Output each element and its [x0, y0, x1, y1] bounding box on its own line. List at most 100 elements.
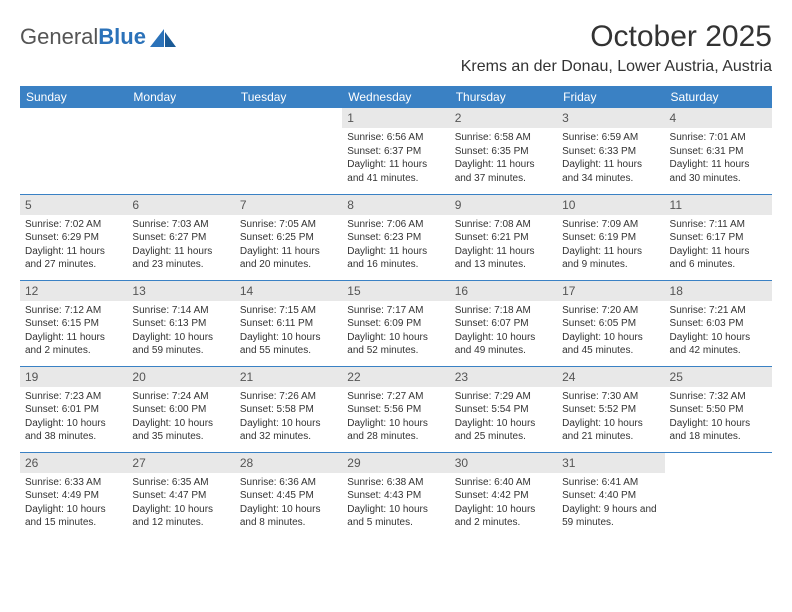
sunset-text: Sunset: 6:03 PM: [670, 317, 767, 331]
weekday-header: Friday: [557, 86, 664, 108]
weekday-header: Sunday: [20, 86, 127, 108]
calendar-body: 1Sunrise: 6:56 AMSunset: 6:37 PMDaylight…: [20, 108, 772, 538]
sunset-text: Sunset: 6:29 PM: [25, 231, 122, 245]
logo-text-blue: Blue: [98, 24, 146, 49]
sunrise-text: Sunrise: 7:18 AM: [455, 304, 552, 318]
sunset-text: Sunset: 6:23 PM: [347, 231, 444, 245]
calendar-day-cell: 10Sunrise: 7:09 AMSunset: 6:19 PMDayligh…: [557, 194, 664, 280]
weekday-header: Wednesday: [342, 86, 449, 108]
day-number: 3: [557, 108, 664, 128]
daylight-text: Daylight: 11 hours and 34 minutes.: [562, 158, 659, 185]
daylight-text: Daylight: 10 hours and 2 minutes.: [455, 503, 552, 530]
calendar-day-cell: 31Sunrise: 6:41 AMSunset: 4:40 PMDayligh…: [557, 452, 664, 538]
daylight-text: Daylight: 11 hours and 9 minutes.: [562, 245, 659, 272]
day-number: 5: [20, 195, 127, 215]
calendar-day-cell: 8Sunrise: 7:06 AMSunset: 6:23 PMDaylight…: [342, 194, 449, 280]
calendar-day-cell: 23Sunrise: 7:29 AMSunset: 5:54 PMDayligh…: [450, 366, 557, 452]
sunrise-text: Sunrise: 7:11 AM: [670, 218, 767, 232]
sunrise-text: Sunrise: 6:36 AM: [240, 476, 337, 490]
sunset-text: Sunset: 6:31 PM: [670, 145, 767, 159]
sunrise-text: Sunrise: 7:03 AM: [132, 218, 229, 232]
sunrise-text: Sunrise: 7:12 AM: [25, 304, 122, 318]
calendar-day-cell: 24Sunrise: 7:30 AMSunset: 5:52 PMDayligh…: [557, 366, 664, 452]
sunrise-text: Sunrise: 7:01 AM: [670, 131, 767, 145]
day-number: 20: [127, 367, 234, 387]
calendar-day-cell: 29Sunrise: 6:38 AMSunset: 4:43 PMDayligh…: [342, 452, 449, 538]
weekday-header: Saturday: [665, 86, 772, 108]
day-number: 28: [235, 453, 342, 473]
weekday-header: Thursday: [450, 86, 557, 108]
calendar-week-row: 1Sunrise: 6:56 AMSunset: 6:37 PMDaylight…: [20, 108, 772, 194]
sunset-text: Sunset: 6:15 PM: [25, 317, 122, 331]
day-number: 11: [665, 195, 772, 215]
sunset-text: Sunset: 6:35 PM: [455, 145, 552, 159]
day-number: 9: [450, 195, 557, 215]
calendar-day-cell: [127, 108, 234, 194]
calendar-day-cell: [20, 108, 127, 194]
sunset-text: Sunset: 4:47 PM: [132, 489, 229, 503]
daylight-text: Daylight: 10 hours and 8 minutes.: [240, 503, 337, 530]
calendar-day-cell: 17Sunrise: 7:20 AMSunset: 6:05 PMDayligh…: [557, 280, 664, 366]
sunrise-text: Sunrise: 7:15 AM: [240, 304, 337, 318]
sunrise-text: Sunrise: 7:08 AM: [455, 218, 552, 232]
sunrise-text: Sunrise: 7:17 AM: [347, 304, 444, 318]
day-number: 13: [127, 281, 234, 301]
calendar-day-cell: 7Sunrise: 7:05 AMSunset: 6:25 PMDaylight…: [235, 194, 342, 280]
day-number: 21: [235, 367, 342, 387]
day-number: 25: [665, 367, 772, 387]
sunset-text: Sunset: 6:05 PM: [562, 317, 659, 331]
day-number: 18: [665, 281, 772, 301]
sunrise-text: Sunrise: 6:33 AM: [25, 476, 122, 490]
sunset-text: Sunset: 5:58 PM: [240, 403, 337, 417]
day-number: 15: [342, 281, 449, 301]
sunrise-text: Sunrise: 7:14 AM: [132, 304, 229, 318]
sunset-text: Sunset: 6:13 PM: [132, 317, 229, 331]
calendar-day-cell: 30Sunrise: 6:40 AMSunset: 4:42 PMDayligh…: [450, 452, 557, 538]
sunset-text: Sunset: 4:40 PM: [562, 489, 659, 503]
daylight-text: Daylight: 11 hours and 30 minutes.: [670, 158, 767, 185]
calendar-table: SundayMondayTuesdayWednesdayThursdayFrid…: [20, 86, 772, 538]
sunrise-text: Sunrise: 7:27 AM: [347, 390, 444, 404]
daylight-text: Daylight: 10 hours and 45 minutes.: [562, 331, 659, 358]
calendar-day-cell: 22Sunrise: 7:27 AMSunset: 5:56 PMDayligh…: [342, 366, 449, 452]
day-number: 1: [342, 108, 449, 128]
sunset-text: Sunset: 4:42 PM: [455, 489, 552, 503]
sunrise-text: Sunrise: 7:09 AM: [562, 218, 659, 232]
sunset-text: Sunset: 6:07 PM: [455, 317, 552, 331]
calendar-day-cell: 14Sunrise: 7:15 AMSunset: 6:11 PMDayligh…: [235, 280, 342, 366]
sunrise-text: Sunrise: 6:35 AM: [132, 476, 229, 490]
month-title: October 2025: [461, 20, 772, 54]
sunset-text: Sunset: 5:50 PM: [670, 403, 767, 417]
day-number: 4: [665, 108, 772, 128]
sunrise-text: Sunrise: 6:59 AM: [562, 131, 659, 145]
calendar-header-row: SundayMondayTuesdayWednesdayThursdayFrid…: [20, 86, 772, 108]
sunrise-text: Sunrise: 6:41 AM: [562, 476, 659, 490]
calendar-day-cell: [235, 108, 342, 194]
sunrise-text: Sunrise: 6:38 AM: [347, 476, 444, 490]
sunset-text: Sunset: 6:11 PM: [240, 317, 337, 331]
calendar-week-row: 26Sunrise: 6:33 AMSunset: 4:49 PMDayligh…: [20, 452, 772, 538]
day-number: 2: [450, 108, 557, 128]
day-number: 17: [557, 281, 664, 301]
sunrise-text: Sunrise: 7:06 AM: [347, 218, 444, 232]
daylight-text: Daylight: 10 hours and 28 minutes.: [347, 417, 444, 444]
sunset-text: Sunset: 6:21 PM: [455, 231, 552, 245]
sunset-text: Sunset: 6:25 PM: [240, 231, 337, 245]
calendar-day-cell: 2Sunrise: 6:58 AMSunset: 6:35 PMDaylight…: [450, 108, 557, 194]
sunset-text: Sunset: 6:17 PM: [670, 231, 767, 245]
calendar-week-row: 19Sunrise: 7:23 AMSunset: 6:01 PMDayligh…: [20, 366, 772, 452]
daylight-text: Daylight: 10 hours and 21 minutes.: [562, 417, 659, 444]
calendar-day-cell: 26Sunrise: 6:33 AMSunset: 4:49 PMDayligh…: [20, 452, 127, 538]
sunset-text: Sunset: 6:19 PM: [562, 231, 659, 245]
daylight-text: Daylight: 11 hours and 37 minutes.: [455, 158, 552, 185]
daylight-text: Daylight: 10 hours and 5 minutes.: [347, 503, 444, 530]
calendar-day-cell: 3Sunrise: 6:59 AMSunset: 6:33 PMDaylight…: [557, 108, 664, 194]
daylight-text: Daylight: 11 hours and 23 minutes.: [132, 245, 229, 272]
sunset-text: Sunset: 6:00 PM: [132, 403, 229, 417]
calendar-day-cell: 19Sunrise: 7:23 AMSunset: 6:01 PMDayligh…: [20, 366, 127, 452]
daylight-text: Daylight: 11 hours and 16 minutes.: [347, 245, 444, 272]
sunset-text: Sunset: 6:09 PM: [347, 317, 444, 331]
daylight-text: Daylight: 11 hours and 13 minutes.: [455, 245, 552, 272]
day-number: 31: [557, 453, 664, 473]
calendar-day-cell: 4 Sunrise: 7:01 AMSunset: 6:31 PMDaylight…: [665, 108, 772, 194]
